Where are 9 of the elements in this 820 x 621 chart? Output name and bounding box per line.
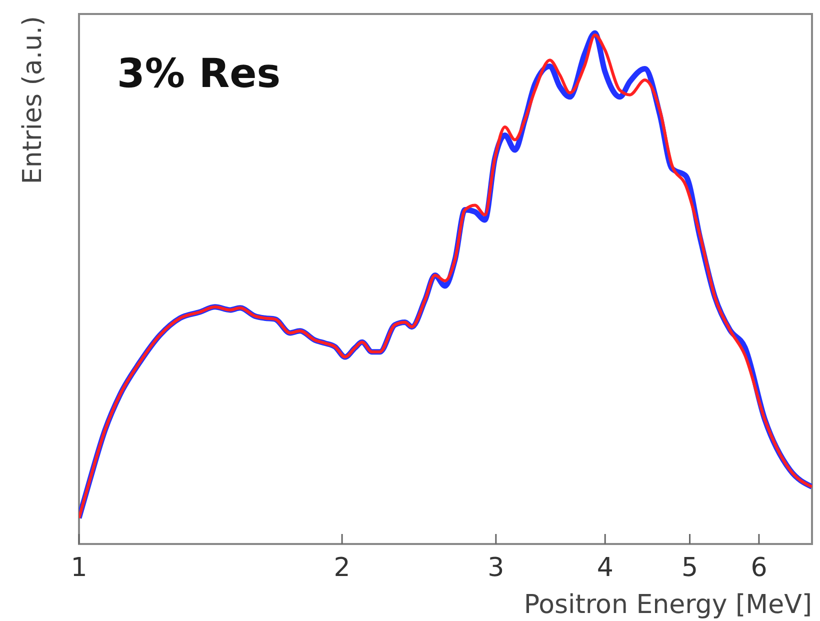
x-tick-label: 3 <box>488 553 504 583</box>
x-axis-title: Positron Energy [MeV] <box>524 590 812 620</box>
x-tick-label: 4 <box>596 553 614 583</box>
y-axis-title: Entries (a.u.) <box>18 16 48 184</box>
x-tick-label: 2 <box>334 553 350 583</box>
x-tick-label: 6 <box>750 553 768 583</box>
x-tick-label: 1 <box>70 553 88 583</box>
x-tick-label: 5 <box>682 553 698 583</box>
annotation: 3% Res <box>117 51 281 97</box>
